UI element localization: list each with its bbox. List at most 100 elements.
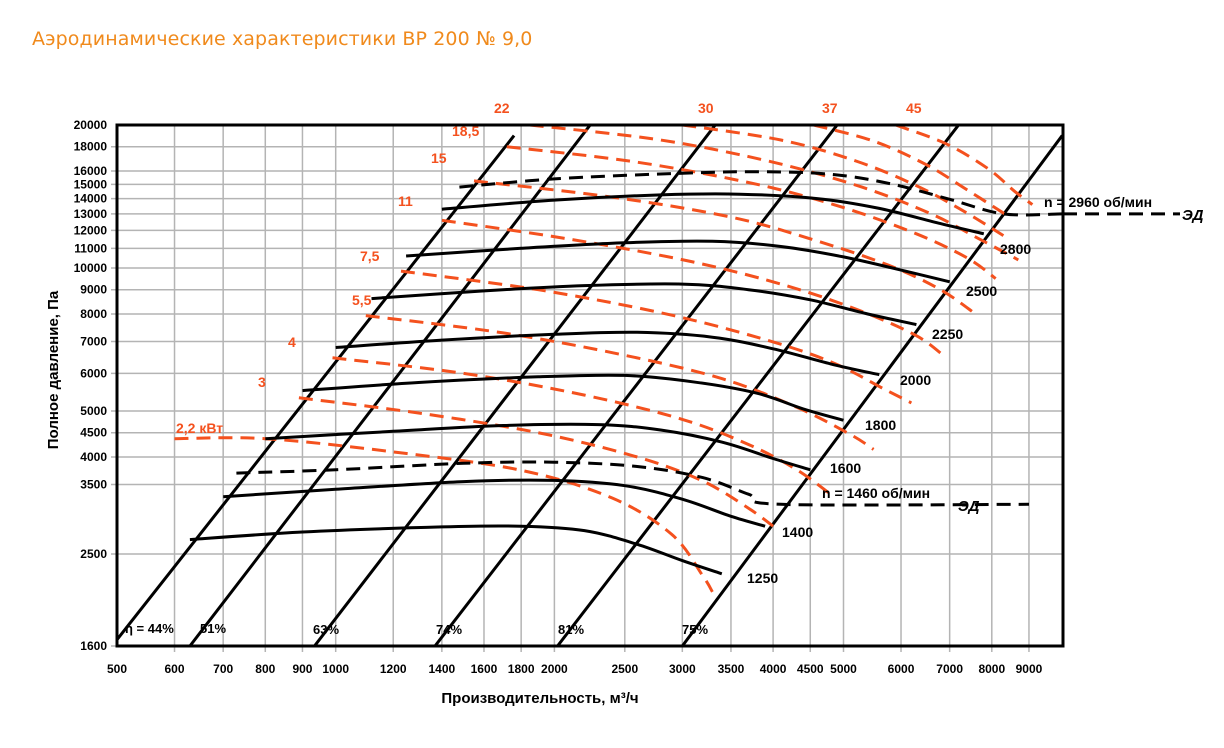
power-curve bbox=[365, 314, 875, 451]
power-label: 11 bbox=[398, 193, 413, 209]
x-tick-label: 1800 bbox=[508, 662, 535, 676]
efficiency-line bbox=[313, 125, 717, 646]
x-tick-label: 3000 bbox=[669, 662, 696, 676]
power-curve bbox=[506, 145, 997, 280]
x-tick-labels: 500 600 700 800 900 1000 1200 1400 1600 1800 2000 2… bbox=[107, 662, 1043, 676]
y-tick-label: 8000 bbox=[80, 307, 107, 321]
y-tick-label: 12000 bbox=[74, 223, 108, 237]
motor-speed-label: n = 1460 об/мин bbox=[822, 485, 930, 501]
x-tick-label: 5000 bbox=[830, 662, 857, 676]
x-tick-label: 800 bbox=[255, 662, 275, 676]
speed-label: 1250 bbox=[747, 570, 778, 586]
x-tick-label: 1200 bbox=[380, 662, 407, 676]
power-curve bbox=[174, 436, 714, 593]
speed-curve bbox=[236, 460, 1030, 507]
power-label: 18,5 bbox=[452, 123, 479, 139]
power-curve bbox=[441, 218, 947, 359]
y-tick-label: 16000 bbox=[74, 164, 108, 178]
x-tick-label: 1600 bbox=[471, 662, 498, 676]
speed-curve bbox=[405, 239, 951, 284]
speed-label: 2800 bbox=[1000, 241, 1031, 257]
x-tick-label: 2500 bbox=[611, 662, 638, 676]
y-tick-label: 11000 bbox=[74, 241, 107, 255]
x-tick-label: 9000 bbox=[1016, 662, 1043, 676]
efficiency-label: 75% bbox=[682, 622, 708, 637]
y-tick-label: 13000 bbox=[74, 207, 108, 221]
grid bbox=[111, 125, 1063, 652]
y-axis-label: Полное давление, Па bbox=[45, 290, 62, 449]
x-axis-label: Производительность, м³/ч bbox=[441, 690, 638, 707]
x-tick-label: 700 bbox=[213, 662, 233, 676]
y-tick-label: 5000 bbox=[80, 404, 107, 418]
efficiency-label: 63% bbox=[313, 622, 339, 637]
x-tick-label: 7000 bbox=[936, 662, 963, 676]
x-tick-label: 600 bbox=[165, 662, 185, 676]
y-tick-label: 3500 bbox=[80, 478, 107, 492]
power-curve bbox=[400, 269, 913, 405]
speed-curve bbox=[371, 282, 917, 327]
power-curve bbox=[682, 125, 1005, 237]
y-tick-label: 14000 bbox=[74, 192, 108, 206]
speed-label: 1800 bbox=[865, 417, 896, 433]
y-tick-label: 7000 bbox=[80, 335, 107, 349]
power-label: 7,5 bbox=[360, 248, 380, 264]
y-tick-label: 18000 bbox=[74, 140, 108, 154]
efficiency-label: 51% bbox=[200, 621, 226, 636]
x-tick-label: 900 bbox=[292, 662, 312, 676]
y-tick-labels: 1600 2500 3500 4000 4500 5000 6000 7000 8000 9000… bbox=[74, 118, 108, 653]
y-tick-label: 1600 bbox=[80, 639, 107, 653]
y-tick-label: 4500 bbox=[80, 426, 107, 440]
power-curve bbox=[332, 356, 832, 496]
speed-curve bbox=[335, 330, 880, 377]
power-label: 30 bbox=[698, 100, 714, 116]
speed-curve bbox=[302, 373, 844, 422]
y-tick-label: 9000 bbox=[80, 283, 107, 297]
power-label: 37 bbox=[822, 100, 838, 116]
x-tick-label: 4000 bbox=[760, 662, 787, 676]
power-label: 22 bbox=[494, 100, 510, 116]
plot-frame bbox=[115, 123, 1065, 648]
power-label: 4 bbox=[288, 334, 296, 350]
efficiency-label: η = 44% bbox=[125, 621, 174, 636]
efficiency-line bbox=[681, 134, 1063, 646]
speed-curve bbox=[459, 170, 1063, 217]
x-tick-label: 6000 bbox=[888, 662, 915, 676]
x-tick-label: 2000 bbox=[541, 662, 568, 676]
y-tick-label: 20000 bbox=[74, 118, 108, 132]
motor-label: ЭД bbox=[958, 498, 980, 515]
y-tick-label: 6000 bbox=[80, 366, 107, 380]
power-label: 3 bbox=[258, 374, 266, 390]
power-curve bbox=[473, 179, 977, 316]
x-tick-label: 1000 bbox=[322, 662, 349, 676]
efficiency-label: 81% bbox=[558, 622, 584, 637]
y-tick-label: 10000 bbox=[74, 261, 108, 275]
x-tick-label: 1400 bbox=[429, 662, 456, 676]
efficiency-label: 74% bbox=[436, 622, 462, 637]
speed-curve bbox=[223, 478, 766, 528]
efficiency-line bbox=[433, 125, 839, 646]
motor-speed-label: n = 2960 об/мин bbox=[1044, 194, 1152, 210]
speed-curve bbox=[265, 422, 811, 472]
y-tick-label: 2500 bbox=[80, 547, 107, 561]
x-tick-label: 500 bbox=[107, 662, 127, 676]
efficiency-line bbox=[556, 125, 960, 646]
efficiency-line bbox=[117, 134, 516, 641]
y-tick-label: 15000 bbox=[74, 177, 108, 191]
x-tick-label: 4500 bbox=[797, 662, 824, 676]
y-tick-label: 4000 bbox=[80, 450, 107, 464]
power-label: 45 bbox=[906, 100, 922, 116]
x-tick-label: 3500 bbox=[718, 662, 745, 676]
motor-label: ЭД bbox=[1182, 207, 1204, 224]
power-curve bbox=[529, 125, 1020, 262]
speed-label: 1400 bbox=[782, 524, 813, 540]
power-label: 5,5 bbox=[352, 292, 372, 308]
power-label: 2,2 кВт bbox=[176, 420, 223, 436]
speed-curve bbox=[189, 524, 723, 576]
power-label: 15 bbox=[431, 150, 447, 166]
speed-label: 2000 bbox=[900, 372, 931, 388]
x-tick-label: 8000 bbox=[978, 662, 1005, 676]
speed-curve bbox=[441, 192, 985, 236]
power-curve bbox=[813, 125, 1009, 217]
speed-label: 2500 bbox=[966, 283, 997, 299]
